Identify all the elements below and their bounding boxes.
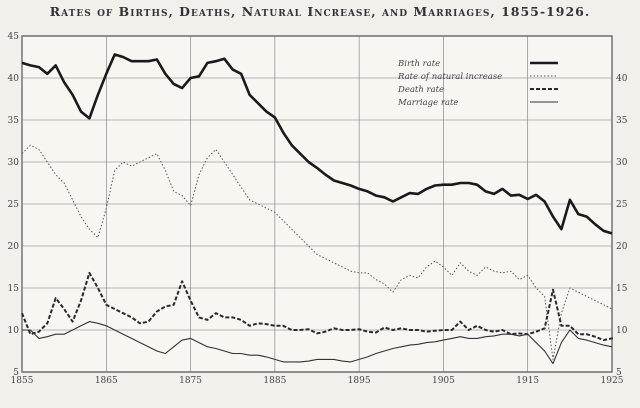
y-tick-label-left: 25 <box>8 200 20 210</box>
y-tick-label-right: 20 <box>616 242 628 252</box>
legend-label: Death rate <box>397 85 444 95</box>
y-tick-label-left: 30 <box>8 158 20 168</box>
series-lines <box>21 53 613 365</box>
x-tick-label: 1925 <box>601 376 624 386</box>
x-tick-label: 1875 <box>179 376 202 386</box>
x-tick-label: 1855 <box>11 376 34 386</box>
series-line-1 <box>21 144 613 360</box>
chart-title: Rates of Births, Deaths, Natural Increas… <box>49 4 591 19</box>
legend-label: Birth rate <box>397 59 440 69</box>
legend-label: Marriage rate <box>397 98 458 108</box>
series-line-2 <box>21 271 613 342</box>
y-tick-label-left: 40 <box>8 74 20 84</box>
y-tick-label-right: 10 <box>616 326 628 336</box>
y-tick-label-left: 45 <box>8 32 20 42</box>
y-tick-label-left: 5 <box>13 368 19 378</box>
axis-ticks: 5 10 15 20 25 30 35 40 45 5 10 15 20 25 30 35 40 1855 1865… <box>8 32 628 386</box>
x-tick-label: 1895 <box>348 376 371 386</box>
y-tick-label-left: 15 <box>8 284 20 294</box>
y-tick-label-left: 35 <box>8 116 20 126</box>
series-line-0 <box>21 53 613 235</box>
legend: Birth rate Rate of natural increase Death … <box>397 59 558 108</box>
y-tick-label-right: 35 <box>616 116 628 126</box>
x-tick-label: 1885 <box>263 376 286 386</box>
y-tick-label-right: 25 <box>616 200 628 210</box>
series-line-3 <box>22 321 613 365</box>
x-tick-label: 1905 <box>432 376 455 386</box>
legend-label: Rate of natural increase <box>397 72 502 82</box>
y-tick-label-right: 30 <box>616 158 628 168</box>
x-tick-label: 1865 <box>95 376 118 386</box>
y-tick-label-right: 5 <box>616 368 622 378</box>
y-tick-label-right: 40 <box>616 74 628 84</box>
x-tick-label: 1915 <box>516 376 539 386</box>
y-tick-label-left: 20 <box>8 242 20 252</box>
y-tick-label-right: 15 <box>616 284 628 294</box>
y-tick-label-left: 10 <box>8 326 20 336</box>
